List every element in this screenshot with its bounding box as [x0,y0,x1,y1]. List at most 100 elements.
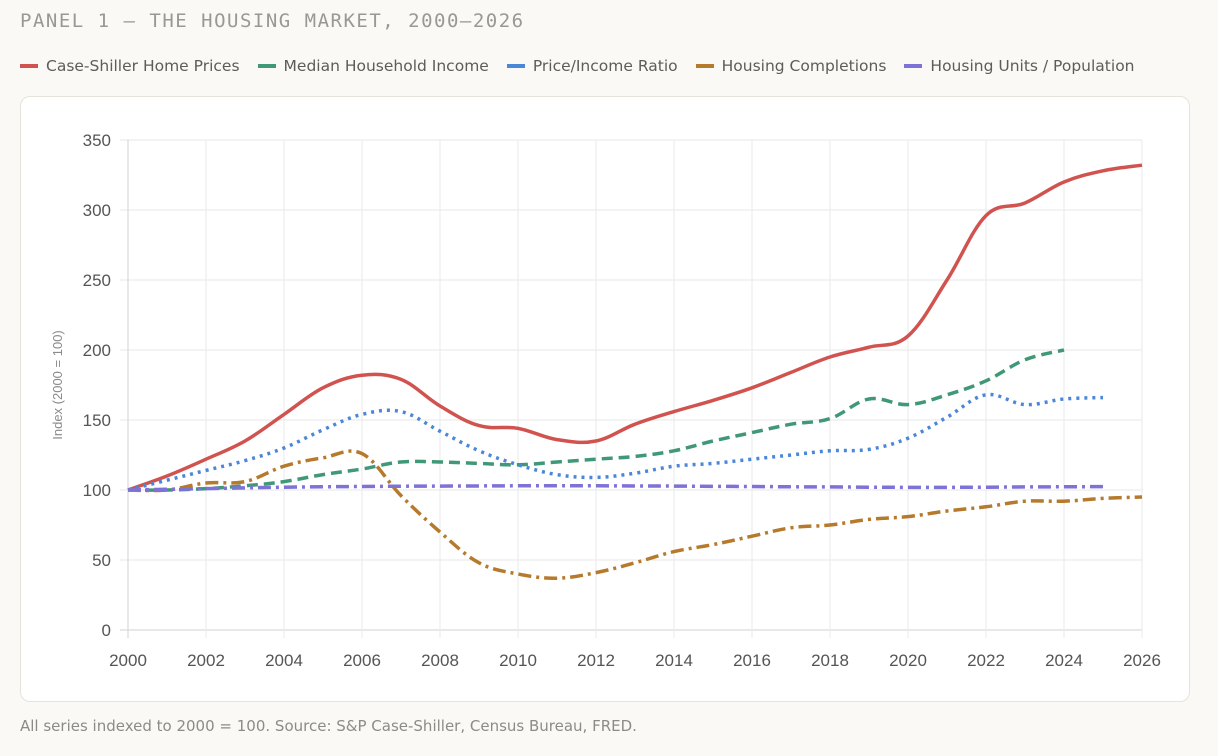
data-point [1100,495,1106,501]
legend-label: Median Household Income [283,57,489,75]
x-tick-label: 2010 [499,651,537,670]
data-point [203,486,209,492]
grid-lines [120,139,1143,638]
data-point [398,409,404,415]
data-point [827,522,833,528]
data-point [632,470,638,476]
data-point [476,448,482,454]
data-point [1139,494,1145,500]
data-point [944,277,950,283]
data-point [749,430,755,436]
legend-swatch [695,64,714,68]
data-point [983,484,989,490]
x-tick-label: 2014 [655,651,693,670]
data-point [476,483,482,489]
data-point [125,487,131,493]
data-point [554,575,560,581]
data-point [554,472,560,478]
data-point [281,484,287,490]
y-tick-label: 150 [83,411,111,430]
data-point [983,213,989,219]
chart-card [20,96,1190,702]
data-point [203,480,209,486]
data-point [671,549,677,555]
data-point [437,459,443,465]
data-point [359,411,365,417]
data-point [632,560,638,566]
data-point [944,392,950,398]
y-tick-label: 350 [83,131,111,150]
y-tick-label: 300 [83,201,111,220]
legend-swatch [904,64,923,68]
data-point [632,421,638,427]
data-point [710,397,716,403]
case-shiller-line [127,163,1143,492]
data-point [398,483,404,489]
legend-item-median-income[interactable]: Median Household Income [257,57,489,75]
data-point [983,392,989,398]
data-point [827,416,833,422]
data-point [710,542,716,548]
data-point [554,483,560,489]
data-point [788,369,794,375]
y-axis-title: Index (2000 = 100) [50,330,65,440]
data-point [866,344,872,350]
median-income-line [127,348,1065,492]
footnote: All series indexed to 2000 = 100. Source… [20,717,637,735]
data-point [320,484,326,490]
data-point [710,460,716,466]
data-point [359,451,365,457]
data-point [359,466,365,472]
legend-swatch [257,64,276,68]
data-point [242,438,248,444]
data-point [593,483,599,489]
legend-item-price-income-ratio[interactable]: Price/Income Ratio [506,57,678,75]
data-point [281,463,287,469]
data-point [866,446,872,452]
legend-label: Housing Completions [721,57,887,75]
y-tick-label: 50 [92,551,111,570]
data-point [437,428,443,434]
data-point [749,484,755,490]
data-point [398,376,404,382]
x-tick-label: 2016 [733,651,771,670]
data-point [593,474,599,480]
y-tick-label: 200 [83,341,111,360]
data-point [671,448,677,454]
data-point [1100,168,1106,174]
data-point [515,571,521,577]
data-point [515,483,521,489]
data-point [749,385,755,391]
data-point [1061,179,1067,185]
data-point [281,411,287,417]
legend-swatch [20,64,38,68]
data-point [398,459,404,465]
data-point [554,459,560,465]
legend-swatch [506,64,525,68]
legend-item-housing-completions[interactable]: Housing Completions [695,57,887,75]
legend-label: Case-Shiller Home Prices [46,57,240,75]
x-tick-label: 2026 [1123,651,1161,670]
data-point [437,403,443,409]
data-point [632,453,638,459]
data-point [242,485,248,491]
data-point [203,456,209,462]
x-tick-label: 2018 [811,651,849,670]
data-point [905,514,911,520]
data-point [671,463,677,469]
data-point [905,435,911,441]
axes: 0 50 100 150 200 250 300 350 2000 2002 2004 2006 200… [83,131,1161,670]
legend-item-units-per-population[interactable]: Housing Units / Population [904,57,1135,75]
x-tick-label: 2000 [109,651,147,670]
legend-item-case-shiller[interactable]: Case-Shiller Home Prices [20,57,240,75]
data-point [632,483,638,489]
data-point [866,516,872,522]
data-point [359,484,365,490]
legend-label: Price/Income Ratio [532,57,678,75]
data-point [1061,347,1067,353]
data-point [281,445,287,451]
data-point [1022,357,1028,363]
legend-label: Housing Units / Population [930,57,1135,75]
data-point [242,479,248,485]
